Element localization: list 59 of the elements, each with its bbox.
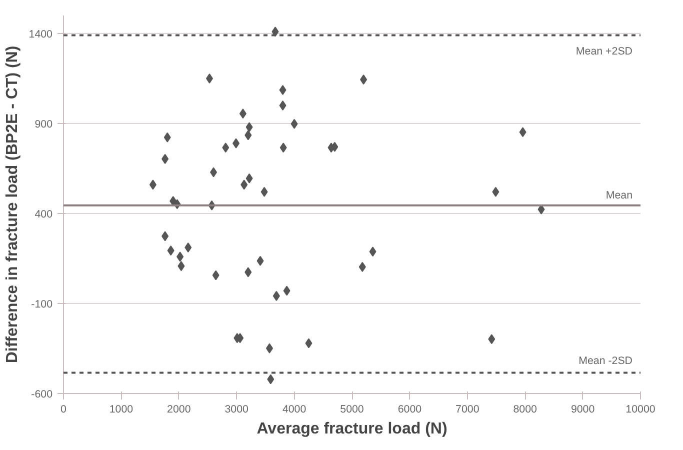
point: [222, 142, 230, 153]
point: [488, 334, 496, 344]
point: [272, 290, 280, 301]
x-tick-label: 0: [60, 404, 67, 416]
x-tick-label: 1000: [109, 404, 134, 416]
point: [162, 231, 169, 242]
x-tick-label: 8000: [513, 404, 538, 416]
point: [176, 252, 184, 262]
point: [239, 108, 246, 119]
y-tick-label: -600: [31, 388, 53, 400]
point: [272, 26, 279, 37]
x-tick-label: 7000: [456, 404, 480, 416]
point: [162, 154, 169, 164]
point: [256, 256, 264, 266]
x-tick-label: 3000: [224, 404, 249, 416]
point: [360, 74, 368, 85]
point: [164, 132, 171, 142]
y-tick-label: 400: [34, 208, 53, 220]
point: [206, 74, 213, 84]
point: [210, 167, 218, 178]
point: [167, 246, 174, 256]
y-tick-label: -100: [31, 298, 53, 310]
x-tick-label: 5000: [340, 404, 364, 416]
point: [149, 180, 156, 190]
point: [280, 142, 287, 153]
point: [184, 242, 192, 253]
ref-line-label: Mean: [606, 189, 633, 202]
point: [369, 246, 376, 257]
point: [305, 338, 312, 348]
x-tick-label: 9000: [570, 404, 595, 416]
point: [246, 122, 253, 132]
x-tick-label: 10000: [626, 404, 656, 416]
point: [266, 343, 273, 354]
y-tick-label: 900: [34, 118, 53, 130]
y-axis-title: Difference in fracture load (BP2E - CT) (N): [4, 46, 21, 364]
ref-line-label: Mean -2SD: [578, 354, 633, 367]
point: [260, 186, 268, 197]
point: [244, 130, 252, 140]
point: [279, 85, 286, 96]
point: [240, 180, 248, 190]
point: [283, 286, 290, 296]
point: [244, 267, 252, 278]
ref-line-label: Mean +2SD: [576, 45, 633, 58]
point: [178, 261, 185, 272]
point: [267, 374, 274, 384]
x-axis-title: Average fracture load (N): [256, 420, 448, 438]
y-tick-label: 1400: [28, 28, 53, 40]
x-tick-label: 4000: [282, 404, 306, 416]
point: [212, 270, 220, 280]
point: [331, 142, 338, 152]
point: [358, 262, 366, 272]
point: [492, 186, 500, 197]
point: [290, 118, 298, 129]
point: [519, 127, 526, 138]
point: [279, 100, 286, 110]
point: [246, 173, 253, 184]
point: [232, 138, 240, 148]
x-tick-label: 6000: [398, 404, 422, 416]
x-tick-label: 2000: [167, 404, 191, 416]
